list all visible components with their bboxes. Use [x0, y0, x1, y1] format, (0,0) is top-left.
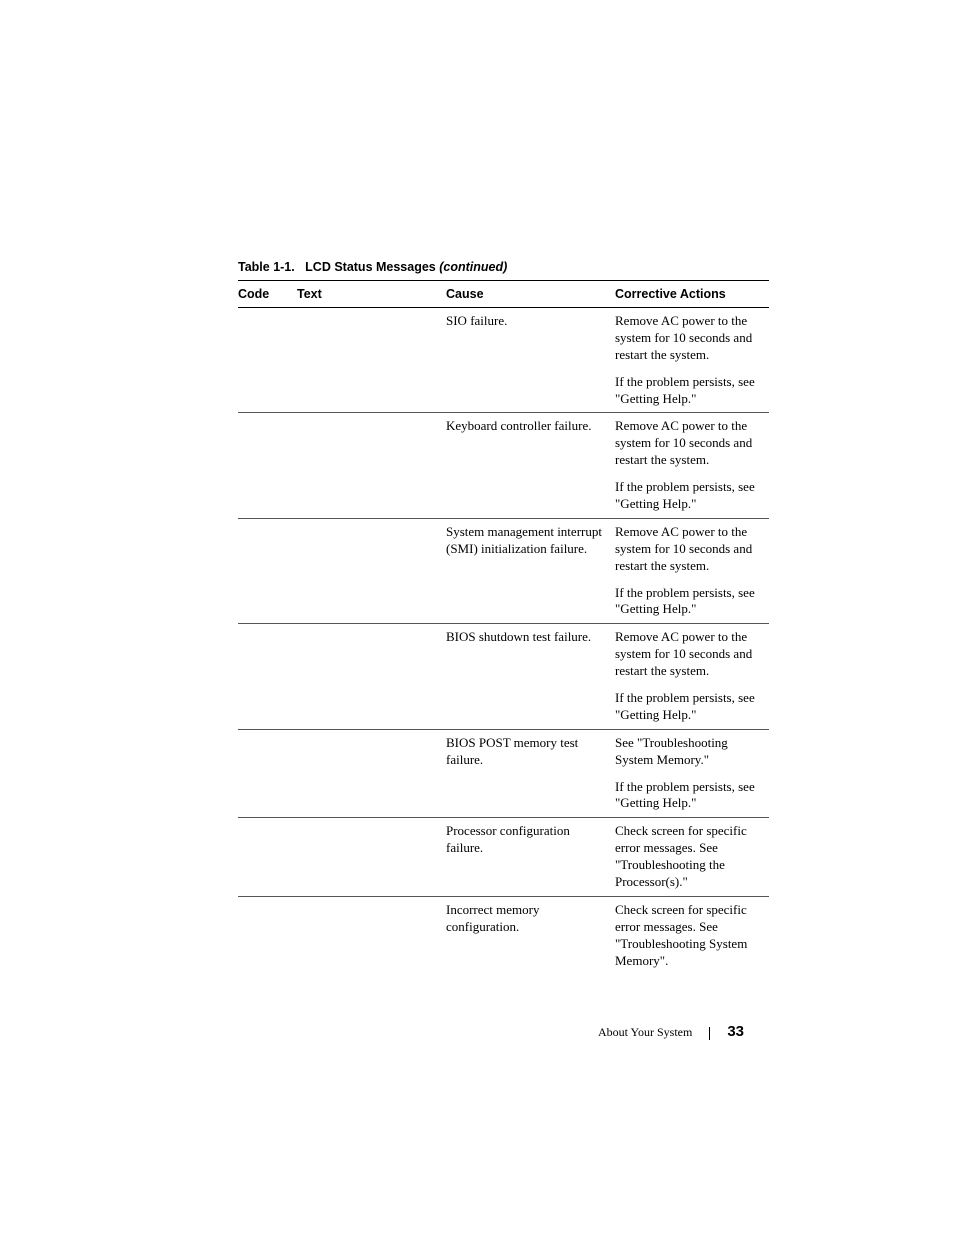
cell-cause: Incorrect memory configuration. [446, 897, 615, 975]
cell-code [238, 818, 297, 896]
footer-section: About Your System [598, 1025, 692, 1039]
cell-code [238, 774, 297, 818]
footer-divider [709, 1027, 710, 1040]
cell-text [297, 897, 446, 975]
cell-code [238, 730, 297, 774]
table-row: If the problem persists, see "Getting He… [238, 774, 769, 818]
cell-action: If the problem persists, see "Getting He… [615, 369, 769, 413]
cell-action: Remove AC power to the system for 10 sec… [615, 624, 769, 685]
cell-action: If the problem persists, see "Getting He… [615, 685, 769, 729]
table-row: BIOS shutdown test failure.Remove AC pow… [238, 624, 769, 685]
status-messages-table: Code Text Cause Corrective Actions SIO f… [238, 280, 769, 975]
cell-text [297, 413, 446, 474]
table-row: If the problem persists, see "Getting He… [238, 580, 769, 624]
cell-text [297, 685, 446, 729]
cell-action: If the problem persists, see "Getting He… [615, 774, 769, 818]
cell-cause: System management interrupt (SMI) initia… [446, 519, 615, 580]
cell-action: See "Troubleshooting System Memory." [615, 730, 769, 774]
cell-cause: SIO failure. [446, 308, 615, 369]
col-header-code: Code [238, 281, 297, 308]
cell-code [238, 624, 297, 685]
cell-cause [446, 580, 615, 624]
table-row: If the problem persists, see "Getting He… [238, 369, 769, 413]
cell-text [297, 519, 446, 580]
table-row: Processor configuration failure.Check sc… [238, 818, 769, 896]
table-row: If the problem persists, see "Getting He… [238, 474, 769, 518]
cell-code [238, 897, 297, 975]
cell-cause [446, 474, 615, 518]
table-row: If the problem persists, see "Getting He… [238, 685, 769, 729]
cell-text [297, 818, 446, 896]
cell-action: Check screen for specific error messages… [615, 897, 769, 975]
table-row: Incorrect memory configuration.Check scr… [238, 897, 769, 975]
cell-cause: Keyboard controller failure. [446, 413, 615, 474]
cell-text [297, 474, 446, 518]
col-header-text: Text [297, 281, 446, 308]
cell-code [238, 308, 297, 369]
cell-code [238, 580, 297, 624]
cell-code [238, 685, 297, 729]
cell-text [297, 774, 446, 818]
cell-action: If the problem persists, see "Getting He… [615, 580, 769, 624]
col-header-cause: Cause [446, 281, 615, 308]
cell-action: Remove AC power to the system for 10 sec… [615, 308, 769, 369]
caption-label: Table 1-1. [238, 260, 295, 274]
table-row: SIO failure.Remove AC power to the syste… [238, 308, 769, 369]
cell-text [297, 730, 446, 774]
table-row: Keyboard controller failure.Remove AC po… [238, 413, 769, 474]
cell-action: Remove AC power to the system for 10 sec… [615, 519, 769, 580]
cell-cause [446, 685, 615, 729]
cell-text [297, 369, 446, 413]
cell-code [238, 474, 297, 518]
table-caption: Table 1-1. LCD Status Messages (continue… [238, 260, 744, 274]
col-header-action: Corrective Actions [615, 281, 769, 308]
table-row: BIOS POST memory test failure.See "Troub… [238, 730, 769, 774]
cell-code [238, 519, 297, 580]
cell-action: Remove AC power to the system for 10 sec… [615, 413, 769, 474]
cell-cause: BIOS shutdown test failure. [446, 624, 615, 685]
cell-cause [446, 369, 615, 413]
cell-cause: Processor configuration failure. [446, 818, 615, 896]
cell-text [297, 308, 446, 369]
cell-text [297, 580, 446, 624]
cell-cause [446, 774, 615, 818]
footer-page-number: 33 [727, 1023, 744, 1040]
table-row: System management interrupt (SMI) initia… [238, 519, 769, 580]
cell-text [297, 624, 446, 685]
cell-action: If the problem persists, see "Getting He… [615, 474, 769, 518]
cell-action: Check screen for specific error messages… [615, 818, 769, 896]
cell-code [238, 413, 297, 474]
cell-code [238, 369, 297, 413]
page-footer: About Your System 33 [598, 1023, 744, 1040]
caption-continued: (continued) [439, 260, 507, 274]
cell-cause: BIOS POST memory test failure. [446, 730, 615, 774]
caption-title: LCD Status Messages [305, 260, 436, 274]
